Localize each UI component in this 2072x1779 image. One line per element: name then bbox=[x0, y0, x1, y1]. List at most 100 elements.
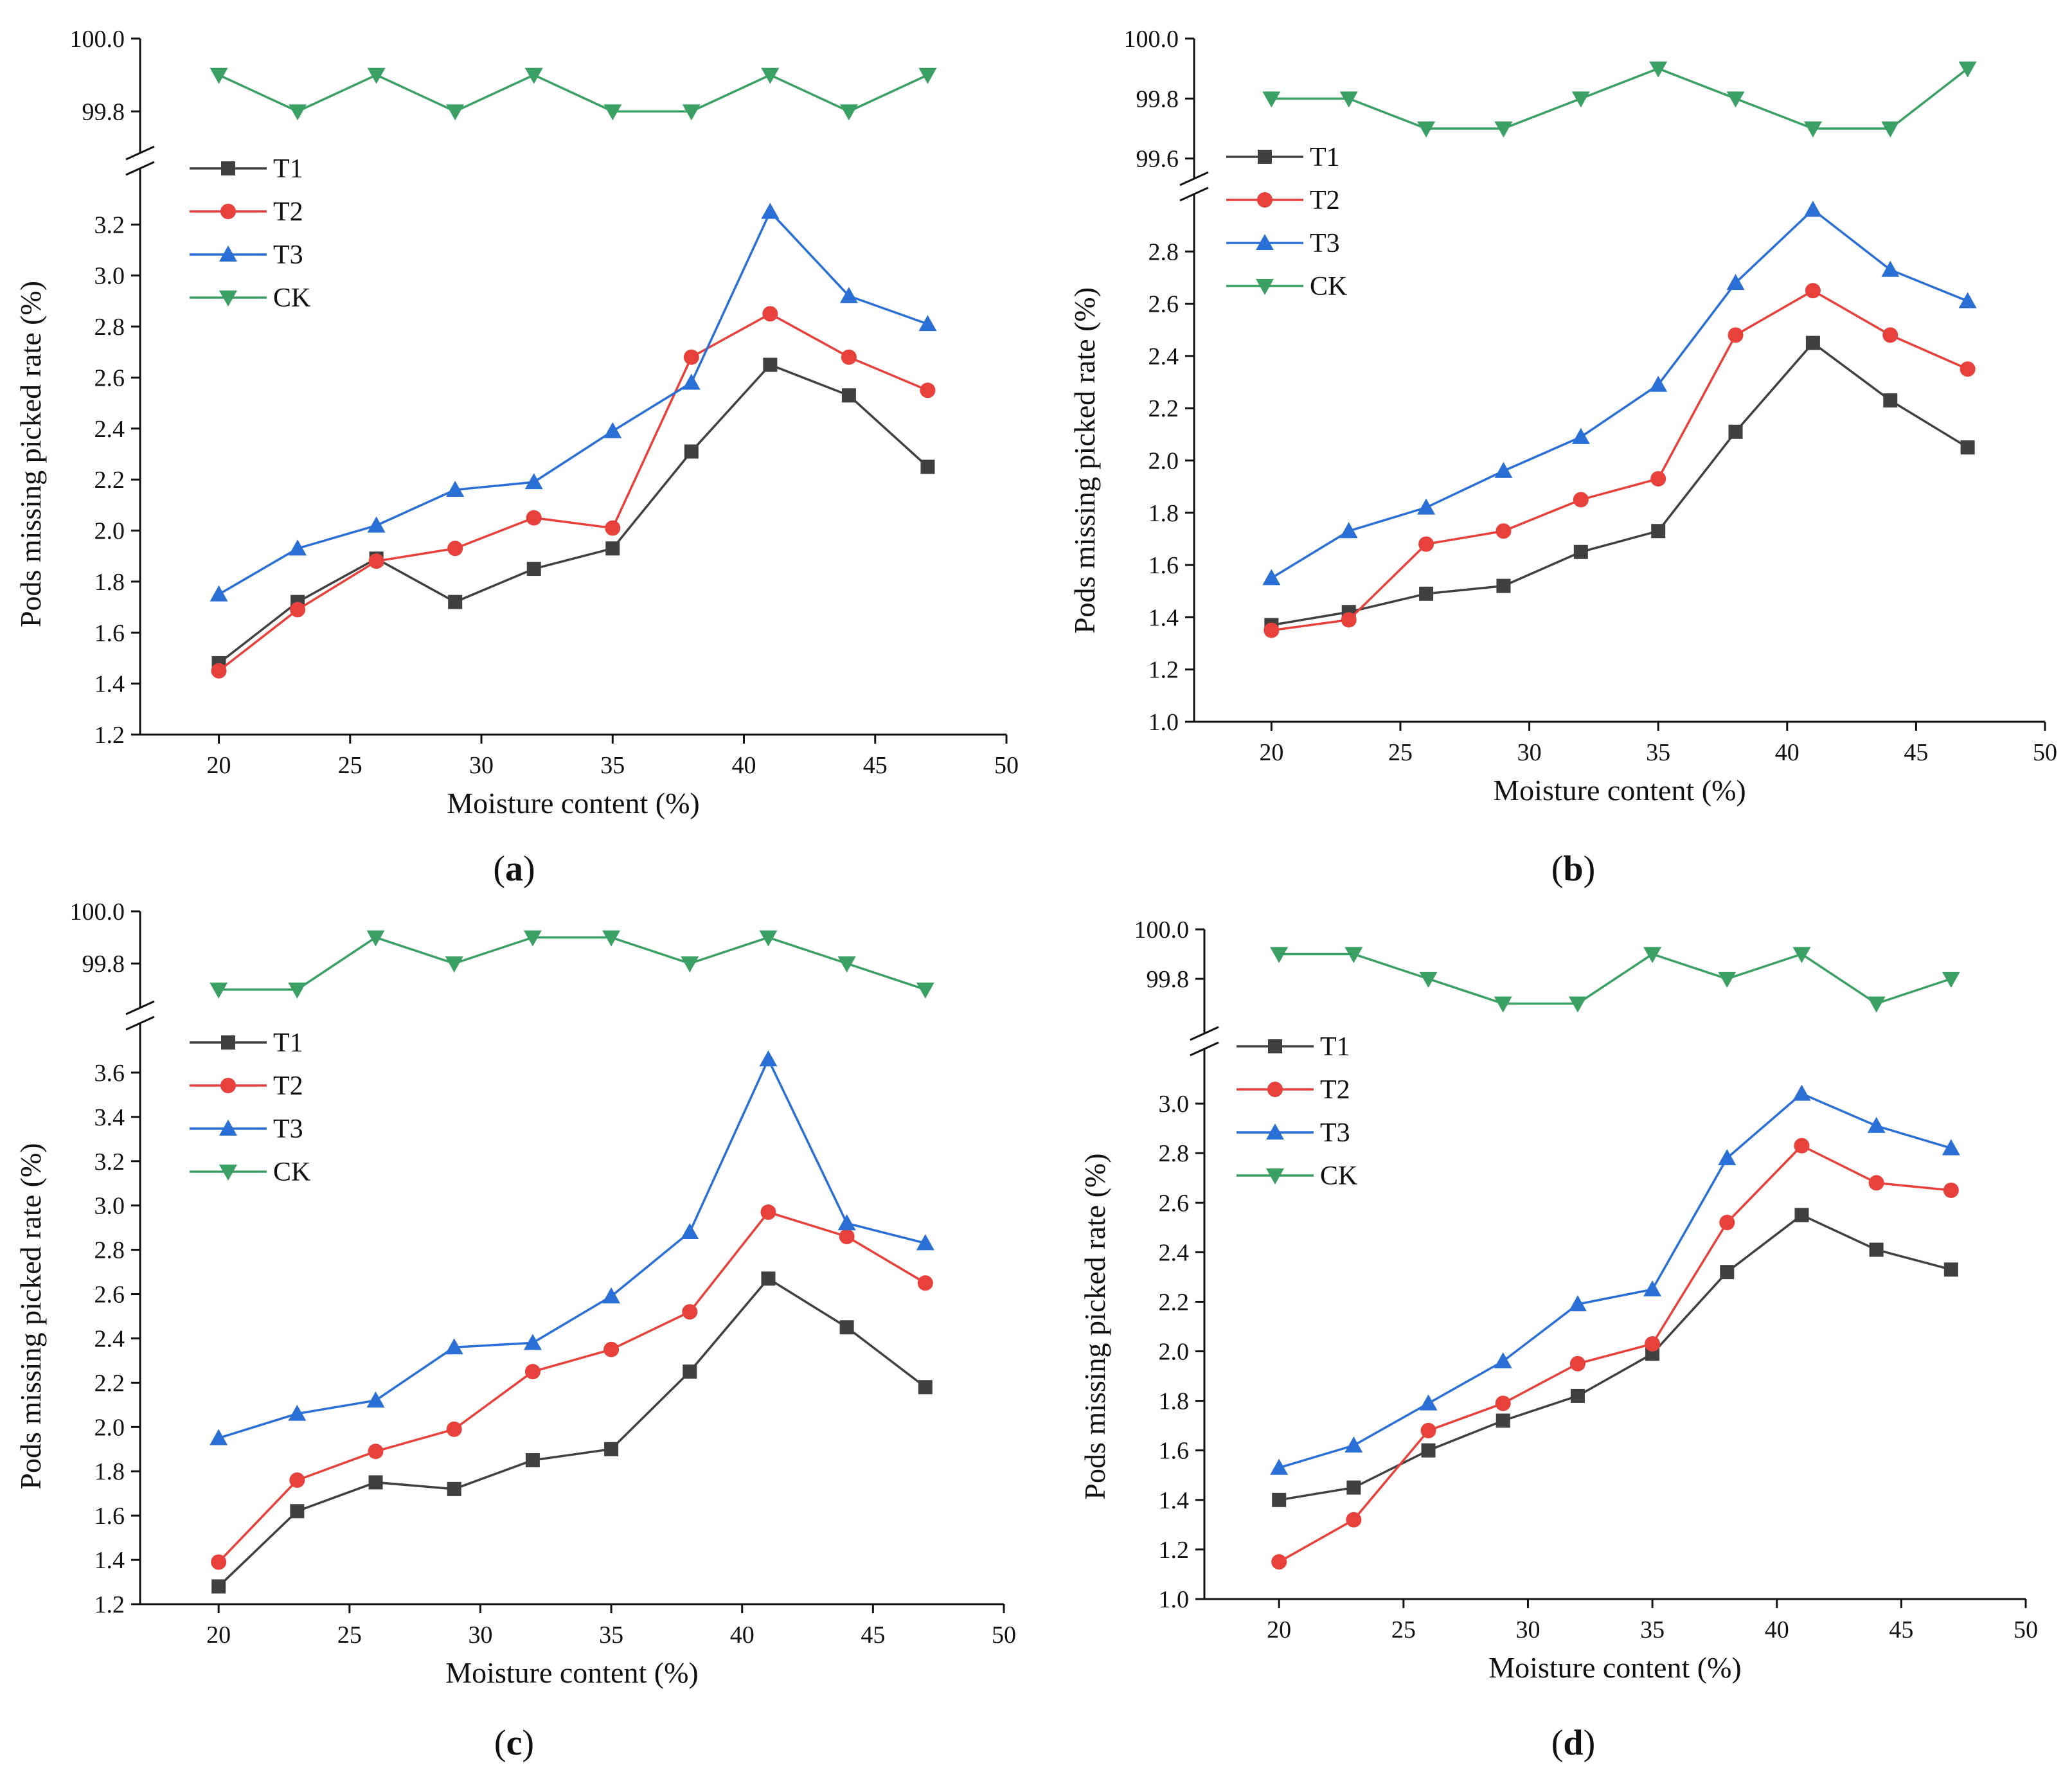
data-point-ck bbox=[837, 956, 856, 973]
legend-label: T3 bbox=[273, 240, 303, 270]
legend-label: CK bbox=[273, 1158, 310, 1187]
data-point-ck bbox=[1643, 947, 1662, 963]
legend-label: T1 bbox=[1320, 1032, 1350, 1062]
data-point-t3 bbox=[682, 373, 701, 390]
data-point-t1 bbox=[684, 444, 699, 459]
y-axis-title: Pods missing picked rate (%) bbox=[1078, 1153, 1111, 1499]
data-point-t2 bbox=[211, 663, 227, 679]
x-tick-label: 20 bbox=[1267, 1616, 1291, 1643]
series-ck bbox=[210, 930, 934, 999]
legend-item-t3: T3 bbox=[190, 240, 303, 270]
legend: T1 T2 T3 CK bbox=[190, 154, 310, 313]
x-tick-label: 40 bbox=[732, 752, 756, 779]
chart-panel-a: 20 25 30 35 40 45 50 1.2 1.4 1.6 1.8 2.0 2.2 2.4 2.6 2.… bbox=[14, 26, 1019, 889]
x-tick-label: 30 bbox=[1517, 739, 1542, 766]
data-point-t3 bbox=[1942, 1139, 1960, 1156]
legend-item-t1: T1 bbox=[1226, 143, 1340, 172]
legend: T1 T2 T3 CK bbox=[1226, 143, 1347, 301]
y-tick-label: 100.0 bbox=[1134, 916, 1190, 943]
y-tick-label: 3.0 bbox=[94, 1193, 125, 1220]
data-point-t2 bbox=[762, 306, 778, 322]
x-tick-label: 25 bbox=[338, 752, 362, 779]
data-point-t3 bbox=[524, 473, 543, 490]
x-tick-label: 30 bbox=[1515, 1616, 1540, 1643]
data-point-ck bbox=[602, 930, 621, 947]
y-tick-label: 2.4 bbox=[94, 1325, 125, 1352]
y-tick-label: 1.6 bbox=[94, 1503, 125, 1530]
y-tick-label: 1.4 bbox=[94, 671, 125, 698]
x-tick-label: 50 bbox=[994, 752, 1019, 779]
y-tick-label: 2.8 bbox=[94, 1237, 125, 1264]
x-tick-label: 45 bbox=[861, 1622, 885, 1649]
data-point-t3 bbox=[1726, 274, 1745, 291]
x-tick-label: 40 bbox=[1775, 739, 1800, 766]
y-tick-label: 99.8 bbox=[82, 951, 125, 978]
axis-break-marker bbox=[1185, 1026, 1224, 1057]
x-tick-label: 45 bbox=[1904, 739, 1928, 766]
data-point-t3 bbox=[1419, 1394, 1438, 1411]
y-tick-label: 3.2 bbox=[94, 1149, 125, 1176]
series-line-t1 bbox=[1271, 341, 1969, 627]
legend-marker bbox=[219, 291, 237, 307]
data-point-t3 bbox=[210, 585, 228, 602]
series-ck bbox=[210, 67, 937, 121]
data-point-t2 bbox=[1943, 1183, 1959, 1198]
y-tick-label: 3.0 bbox=[1159, 1091, 1190, 1118]
data-point-t2 bbox=[290, 602, 306, 618]
legend-label: T3 bbox=[1320, 1118, 1350, 1148]
y-tick-label: 2.4 bbox=[94, 416, 125, 443]
legend-marker bbox=[1267, 1082, 1283, 1097]
chart-panel-d: 20 25 30 35 40 45 50 1.0 1.2 1.4 1.6 1.8 2.0 2.2 2.4 2.… bbox=[1078, 916, 2038, 1763]
data-point-t2 bbox=[1569, 1355, 1585, 1372]
data-point-ck bbox=[1803, 121, 1822, 138]
panel-label: (c) bbox=[494, 1723, 534, 1763]
y-tick-label: 100.0 bbox=[1124, 26, 1179, 53]
series-t2 bbox=[1271, 1138, 1959, 1570]
y-tick-label: 3.2 bbox=[94, 211, 125, 238]
data-point-ck bbox=[1339, 91, 1358, 108]
data-point-t1 bbox=[368, 1475, 383, 1490]
legend-label: T2 bbox=[1320, 1075, 1350, 1105]
legend-marker bbox=[221, 1035, 235, 1050]
data-point-t1 bbox=[920, 460, 935, 474]
data-point-ck bbox=[288, 982, 307, 999]
y-tick-label: 100.0 bbox=[70, 26, 125, 53]
data-point-t1 bbox=[1883, 393, 1898, 408]
data-point-t3 bbox=[1792, 1084, 1811, 1101]
data-point-t2 bbox=[1645, 1336, 1661, 1352]
series-t3 bbox=[210, 202, 937, 602]
legend-item-t1: T1 bbox=[190, 154, 303, 184]
legend-label: CK bbox=[1320, 1161, 1357, 1191]
data-point-t2 bbox=[1573, 492, 1589, 508]
y-tick-label: 2.2 bbox=[1159, 1289, 1190, 1316]
x-axis-title: Moisture content (%) bbox=[447, 787, 699, 819]
data-point-t2 bbox=[603, 1341, 620, 1357]
data-point-t1 bbox=[1960, 440, 1975, 455]
data-point-t3 bbox=[916, 1234, 934, 1251]
legend-item-t1: T1 bbox=[190, 1028, 303, 1058]
x-axis-title: Moisture content (%) bbox=[445, 1656, 698, 1689]
legend-label: T3 bbox=[1310, 229, 1340, 258]
y-tick-label: 3.6 bbox=[94, 1060, 125, 1087]
y-tick-label: 2.8 bbox=[1148, 238, 1179, 265]
legend-marker bbox=[1258, 150, 1272, 164]
legend-item-t1: T1 bbox=[1237, 1032, 1350, 1062]
series-line-ck bbox=[1271, 67, 1969, 130]
y-axis-title: Pods missing picked rate (%) bbox=[14, 281, 47, 627]
legend-marker bbox=[1257, 192, 1273, 208]
y-tick-label: 1.0 bbox=[1148, 709, 1179, 736]
data-point-t2 bbox=[1650, 470, 1666, 487]
x-tick-label: 35 bbox=[600, 752, 625, 779]
data-point-t1 bbox=[211, 1579, 226, 1594]
data-point-ck bbox=[367, 67, 386, 84]
y-tick-label: 1.0 bbox=[1159, 1586, 1190, 1613]
data-point-ck bbox=[918, 67, 937, 84]
y-tick-label: 2.2 bbox=[1148, 395, 1179, 422]
data-point-t3 bbox=[366, 1391, 385, 1408]
data-point-ck bbox=[1881, 121, 1900, 138]
y-tick-label: 1.4 bbox=[1159, 1487, 1190, 1514]
series-line-t3 bbox=[1278, 1092, 1952, 1469]
data-point-t2 bbox=[760, 1204, 776, 1220]
data-point-t2 bbox=[1794, 1138, 1810, 1154]
legend-item-t3: T3 bbox=[190, 1114, 303, 1144]
